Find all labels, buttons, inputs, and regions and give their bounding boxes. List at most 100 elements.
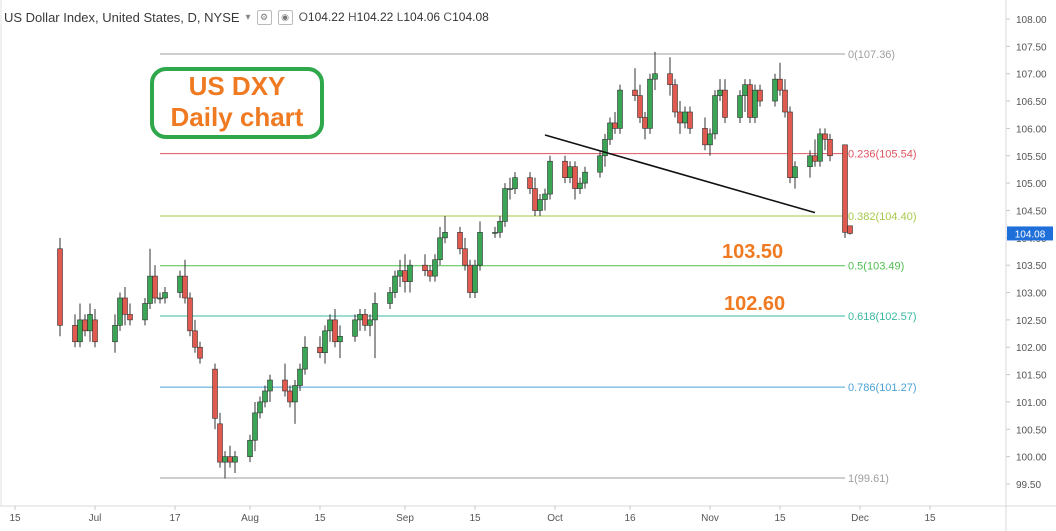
time-tick-label: 15	[924, 513, 936, 524]
candle	[847, 225, 853, 235]
fib-level-label: 0(107.36)	[848, 49, 895, 61]
candle	[457, 226, 463, 255]
candle-body	[782, 89, 788, 113]
candle-body	[392, 275, 398, 293]
candle	[777, 62, 783, 96]
candle	[127, 303, 133, 326]
candle	[752, 84, 758, 123]
time-tick-label: 16	[624, 513, 636, 524]
candle-body	[812, 155, 818, 162]
candle-body	[682, 111, 688, 124]
candle	[117, 292, 123, 331]
candle	[87, 303, 93, 342]
candle-body	[647, 78, 653, 129]
candle	[77, 303, 83, 348]
target-label-1[interactable]: 103.50	[722, 241, 784, 263]
candle	[617, 84, 623, 134]
candle-body	[152, 275, 158, 299]
price-tick-label: 106.00	[1016, 124, 1047, 135]
candle-body	[122, 297, 128, 315]
candle	[527, 172, 533, 195]
candle	[302, 336, 308, 375]
candle	[532, 177, 538, 216]
candle-body	[92, 319, 98, 343]
candle	[572, 161, 578, 200]
last-price-badge	[1007, 226, 1053, 241]
candle-body	[112, 325, 118, 343]
candle	[212, 363, 218, 430]
price-tick-label: 102.50	[1016, 316, 1047, 327]
candle-body	[432, 259, 438, 277]
candle-body	[842, 144, 848, 233]
candle	[492, 226, 498, 238]
fib-level-label: 0.236(105.54)	[848, 149, 917, 161]
candle	[812, 139, 818, 167]
candle-body	[127, 314, 133, 321]
candle	[262, 385, 268, 408]
candle	[217, 412, 223, 468]
candle	[182, 259, 188, 304]
eye-icon[interactable]: ◉	[277, 9, 293, 25]
candle-body	[827, 139, 833, 157]
candle-body	[257, 401, 263, 414]
candle-body	[492, 232, 498, 234]
annotation-box[interactable]: US DXY Daily chart	[150, 67, 324, 139]
symbol-title[interactable]: US Dollar Index, United States, D, NYSE	[4, 9, 240, 25]
candle	[372, 292, 378, 359]
price-tick-label: 105.50	[1016, 152, 1047, 163]
candle	[467, 259, 473, 298]
candle-body	[77, 319, 83, 343]
candle-body	[777, 78, 783, 91]
candle	[287, 385, 293, 408]
candle	[192, 319, 198, 353]
candle-body	[262, 390, 268, 403]
candle-body	[352, 319, 358, 337]
candle-body	[282, 379, 288, 392]
candle	[397, 259, 403, 288]
settings-icon[interactable]: ⚙	[256, 9, 272, 25]
candle-body	[182, 275, 188, 299]
candle	[512, 172, 518, 195]
candle	[317, 336, 323, 359]
candle	[747, 79, 753, 123]
candle	[352, 314, 358, 342]
price-tick-label: 101.50	[1016, 371, 1047, 382]
candle-body	[217, 423, 223, 463]
candle-body	[582, 171, 588, 184]
price-tick-label: 107.50	[1016, 42, 1047, 53]
candle-body	[772, 78, 778, 102]
price-tick-label: 106.50	[1016, 97, 1047, 108]
chevron-down-icon[interactable]: ▾	[245, 11, 251, 23]
candle-body	[717, 89, 723, 96]
fib-level-label: 0.382(104.40)	[848, 211, 917, 223]
candle-body	[677, 111, 683, 124]
candle-body	[192, 330, 198, 348]
target-label-2[interactable]: 102.60	[724, 293, 786, 315]
candle	[232, 451, 238, 474]
candle	[602, 133, 608, 167]
candle-body	[222, 456, 228, 463]
time-tick-label: Aug	[241, 513, 259, 524]
candle	[502, 183, 508, 227]
candle	[567, 161, 573, 184]
candle	[712, 90, 718, 140]
candle-body	[197, 346, 203, 359]
candle	[647, 73, 653, 134]
time-tick-label: 15	[774, 513, 786, 524]
candle-body	[507, 188, 513, 190]
candle-body	[177, 275, 183, 293]
candle-body	[787, 111, 793, 178]
candle-body	[387, 292, 393, 304]
candle	[827, 133, 833, 162]
candle	[297, 363, 303, 391]
candle	[197, 341, 203, 364]
candle	[787, 106, 793, 184]
candle	[407, 259, 413, 293]
time-tick-label: Dec	[851, 513, 869, 524]
candle	[667, 57, 673, 96]
candle-body	[162, 292, 168, 299]
candle-body	[667, 73, 673, 85]
price-axis: 108.00 107.50 107.00 106.50 106.00 105.50 105.…	[1006, 15, 1047, 491]
candle	[742, 79, 748, 112]
